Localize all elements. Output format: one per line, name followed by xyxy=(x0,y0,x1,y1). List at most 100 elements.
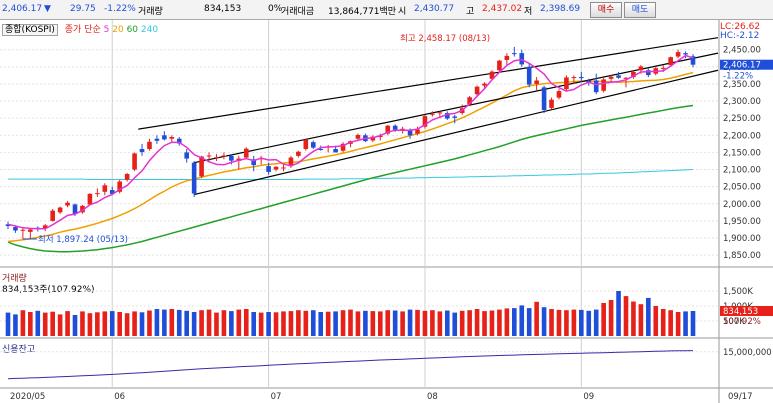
volume-bar xyxy=(28,312,33,336)
volume-tick-label: 500K xyxy=(723,317,745,327)
candle-body xyxy=(675,52,681,57)
price-tick-label: 1,950.00 xyxy=(723,217,761,227)
change-value: 29.75 xyxy=(70,4,96,14)
candle-body xyxy=(80,205,85,213)
candle-body xyxy=(109,190,115,194)
candle-body xyxy=(556,91,562,98)
volume-bar xyxy=(675,312,681,336)
price-legend[interactable]: 종가 xyxy=(64,25,82,35)
volume-bar xyxy=(80,311,85,336)
candle-body xyxy=(42,225,48,229)
volume-bar xyxy=(668,310,673,336)
price-tick-label: 2,350.00 xyxy=(723,80,761,90)
volume-bar xyxy=(20,310,26,336)
volume-bar xyxy=(35,310,41,336)
price-tick-label: 1,850.00 xyxy=(723,251,761,261)
candle-body xyxy=(452,116,458,118)
candle-body xyxy=(199,156,204,177)
ma240-line xyxy=(8,169,694,180)
candle-body xyxy=(95,193,100,195)
high-label: 고 xyxy=(466,7,475,17)
ma20-legend[interactable]: 20 xyxy=(112,25,124,35)
last-volume-label: 834,153 xyxy=(723,307,758,317)
candle-body xyxy=(102,185,108,192)
volume-bar xyxy=(50,311,55,336)
volume-bar xyxy=(325,311,331,336)
ma5-legend[interactable]: 5 xyxy=(103,25,110,35)
volume-bar xyxy=(467,310,472,336)
candle-body xyxy=(117,181,122,192)
candle-body xyxy=(147,141,152,149)
index-name[interactable]: 종합(KOSPI) xyxy=(2,24,58,36)
candle-body xyxy=(526,66,532,85)
candle-body xyxy=(65,202,70,206)
candle-body xyxy=(340,143,346,151)
volume-bar xyxy=(72,315,78,336)
volume-bar xyxy=(437,311,443,336)
open-label: 시 xyxy=(398,7,407,17)
volume-bar xyxy=(95,312,100,336)
amount-label: 거래대금 xyxy=(281,7,315,17)
candle-body xyxy=(251,159,257,166)
volume-bar xyxy=(489,310,495,336)
volume-bar xyxy=(377,311,383,336)
ma60-line xyxy=(7,104,694,253)
volume-bar xyxy=(229,311,234,336)
buy-button[interactable]: 매수 xyxy=(590,2,622,18)
candle-body xyxy=(57,207,63,213)
volume-bar xyxy=(385,310,391,336)
price-tick-label: 2,450.00 xyxy=(723,46,761,56)
candle-body xyxy=(430,113,435,115)
middle-channel-line xyxy=(194,52,719,164)
candle-body xyxy=(616,75,621,78)
volume-bar xyxy=(623,296,629,336)
volume-bar xyxy=(593,309,599,336)
volume-bar xyxy=(660,309,666,336)
candle-body xyxy=(489,71,495,79)
change-percent: -1.22% xyxy=(104,4,136,14)
candle-body xyxy=(541,87,547,110)
candle-body xyxy=(154,138,160,141)
last-price-marker xyxy=(720,59,773,70)
candle-body xyxy=(668,57,673,66)
candle-body xyxy=(519,53,525,65)
volume-panel-title: 거래량 xyxy=(2,274,27,284)
ma60-legend[interactable]: 60 xyxy=(126,25,139,35)
candle-body xyxy=(243,148,249,158)
volume-bar xyxy=(444,310,450,336)
last-pct-label: -1.22% xyxy=(723,72,753,82)
quote-toolbar: 2,406.17 ▼ 29.75 -1.22% 거래량 834,153 0% 거… xyxy=(0,0,773,20)
volume-bar xyxy=(318,312,324,336)
volume-bar xyxy=(154,309,160,336)
candle-body xyxy=(370,136,376,141)
volume-bar xyxy=(42,312,48,336)
volume-bar xyxy=(355,311,361,336)
high-value: 2,437.02 xyxy=(482,4,523,14)
sell-button[interactable]: 매도 xyxy=(624,2,656,18)
candle-body xyxy=(646,70,651,76)
candle-body xyxy=(206,155,212,157)
price-tick-label: 2,300.00 xyxy=(723,97,761,107)
candle-body xyxy=(392,125,398,130)
volume-bar xyxy=(526,308,532,336)
volume-bar xyxy=(348,309,353,336)
volume-bar xyxy=(482,311,487,336)
lower-channel-line xyxy=(194,69,719,196)
volume-bar xyxy=(541,307,547,336)
candle-body xyxy=(482,83,487,86)
candle-body xyxy=(72,204,78,215)
candle-body xyxy=(638,66,644,71)
ma5-line xyxy=(7,54,694,230)
volume-bar xyxy=(124,313,130,336)
volume-label: 거래량 xyxy=(138,7,163,17)
volume-bar xyxy=(519,305,525,336)
ma240-legend[interactable]: 240 xyxy=(140,25,159,35)
price-tick-label: 1,900.00 xyxy=(723,234,761,244)
volume-bar xyxy=(504,308,510,336)
volume-bar xyxy=(564,310,569,336)
volume-bar xyxy=(370,311,376,336)
candle-body xyxy=(534,80,539,84)
high-annotation: 최고 2,458.17 (08/13) xyxy=(400,33,490,44)
